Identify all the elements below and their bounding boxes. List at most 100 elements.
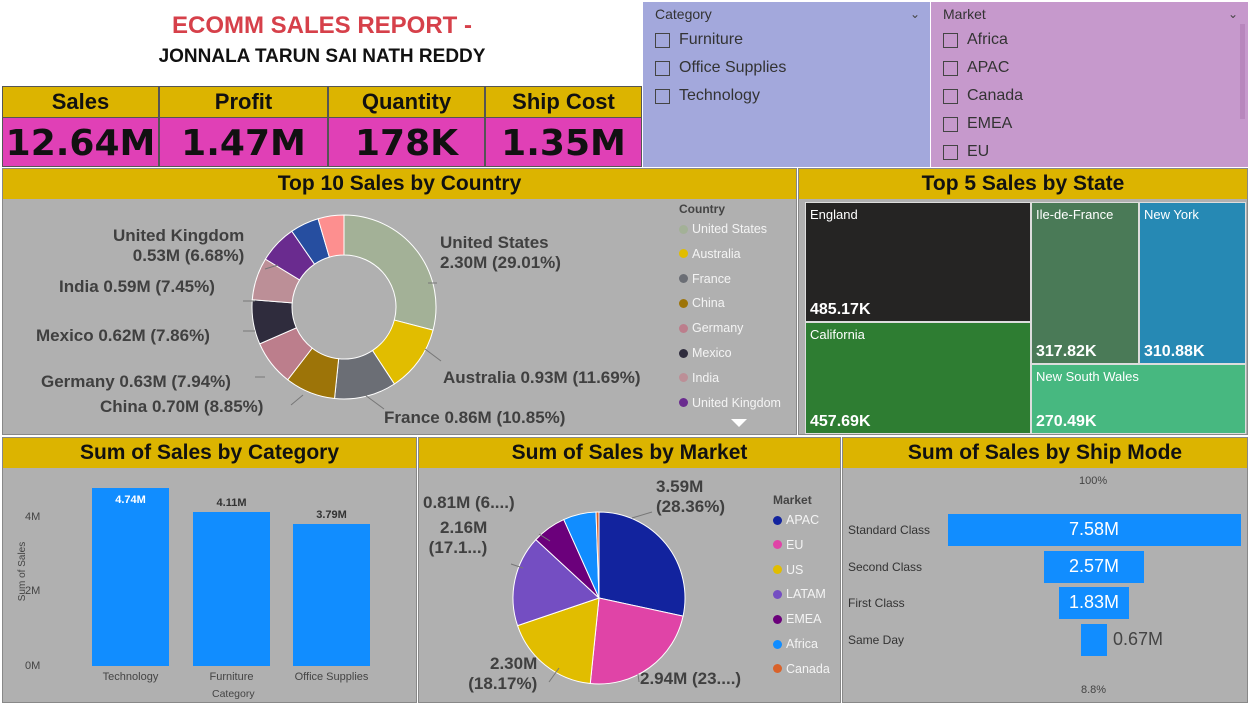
state-chart-panel: Top 5 Sales by State England 485.17K Cal… — [798, 168, 1248, 435]
slicer-option-apac[interactable]: APAC — [943, 54, 1236, 82]
kpi-quantity-label: Quantity — [328, 86, 485, 118]
legend-item[interactable]: United Kingdom — [679, 396, 781, 410]
legend-label: India — [692, 370, 720, 385]
kpi-shipcost-card: Ship Cost 1.35M — [485, 86, 642, 167]
legend-item[interactable]: United States — [679, 222, 767, 236]
legend-item[interactable]: China — [679, 296, 725, 310]
country-chart-title: Top 10 Sales by Country — [3, 169, 796, 199]
slicer-option-canada[interactable]: Canada — [943, 82, 1236, 110]
bar-technology[interactable] — [92, 488, 169, 666]
bar-furniture[interactable] — [193, 511, 270, 666]
pie-slice-latam[interactable] — [512, 538, 600, 627]
slicer-option-eu[interactable]: EU — [943, 138, 1236, 166]
legend-item[interactable]: APAC — [773, 513, 819, 527]
legend-item[interactable]: Mexico — [679, 346, 732, 360]
legend-item[interactable]: India — [679, 371, 719, 385]
checkbox[interactable] — [943, 88, 958, 104]
chevron-down-icon[interactable]: ⌄ — [909, 7, 920, 21]
slicer-option-label: Furniture — [679, 31, 744, 48]
market-chart-title: Sum of Sales by Market — [419, 438, 840, 468]
chevron-down-icon[interactable]: ⌄ — [1227, 7, 1238, 21]
country-label-india: India 0.59M (7.45%) — [59, 277, 215, 296]
checkbox[interactable] — [943, 144, 958, 160]
legend-item[interactable]: EU — [773, 538, 803, 552]
x-tick-label: Office Supplies — [294, 671, 369, 683]
funnel-bottom-percent: 8.8% — [1081, 684, 1107, 696]
slicer-option-label: Office Supplies — [679, 59, 787, 76]
treemap-cell-california[interactable]: California 457.69K — [805, 322, 1031, 434]
slicer-option-technology[interactable]: Technology — [655, 82, 918, 110]
bar-office-supplies[interactable] — [293, 523, 370, 666]
market-label-us: 2.30M (18.17%) — [468, 654, 538, 693]
x-tick-label: Technology — [102, 671, 159, 683]
treemap-cell-england[interactable]: England 485.17K — [805, 202, 1031, 322]
funnel-bar-same-day[interactable] — [1081, 623, 1107, 656]
slicer-option-label: APAC — [967, 59, 1010, 76]
bar-data-label: 3.79M — [316, 508, 347, 521]
checkbox[interactable] — [655, 32, 670, 48]
funnel-top-percent: 100% — [1079, 475, 1108, 487]
legend-item[interactable]: Germany — [679, 321, 743, 335]
slicer-option-africa[interactable]: Africa — [943, 26, 1236, 54]
y-tick-label: 0M — [25, 660, 41, 672]
pie-slice-canada[interactable] — [595, 511, 600, 599]
legend-dot — [773, 565, 782, 575]
treemap-cell-ile-de-france[interactable]: Ile-de-France 317.82K — [1031, 202, 1139, 364]
legend-dot — [679, 348, 688, 358]
market-label-apac: 3.59M (28.36%) — [656, 477, 725, 516]
treemap-cell-new-south-wales[interactable]: New South Wales 270.49K — [1031, 364, 1246, 434]
legend-dot — [679, 249, 688, 259]
y-tick-label: 2M — [25, 585, 41, 597]
market-pie-chart[interactable] — [419, 468, 842, 704]
kpi-shipcost-value: 1.35M — [485, 118, 642, 167]
leader-line — [631, 511, 653, 519]
legend-item[interactable]: Canada — [773, 662, 830, 676]
funnel-value-label: 0.67M — [1112, 628, 1163, 649]
kpi-sales-card: Sales 12.64M — [2, 86, 159, 167]
legend-dot — [679, 298, 688, 308]
legend-item[interactable]: US — [773, 563, 803, 577]
checkbox[interactable] — [655, 88, 670, 104]
checkbox[interactable] — [943, 116, 958, 132]
pie-slice-eu[interactable] — [589, 597, 684, 685]
legend-label: LATAM — [786, 587, 826, 602]
category-slicer-header[interactable]: Category ⌄ — [655, 6, 920, 26]
donut-slice-united-states[interactable] — [343, 214, 437, 331]
funnel-value-label: 7.58M — [1068, 519, 1120, 539]
slicer-option-furniture[interactable]: Furniture — [655, 26, 918, 54]
slicer-scrollbar[interactable] — [1240, 24, 1245, 119]
slicer-option-emea[interactable]: EMEA — [943, 110, 1236, 138]
slicer-option-label: EMEA — [967, 115, 1013, 132]
checkbox[interactable] — [655, 60, 670, 76]
market-slicer-header[interactable]: Market ⌄ — [943, 6, 1238, 26]
slicer-option-label: Africa — [967, 31, 1008, 48]
country-legend-title: Country — [679, 202, 725, 216]
market-chart-panel: Sum of Sales by Market 3.59M (28.36%) 2.9… — [418, 437, 841, 703]
legend-item[interactable]: Africa — [773, 637, 818, 651]
country-label-us: United States 2.30M (29.01%) — [440, 233, 561, 272]
legend-item[interactable]: EMEA — [773, 612, 821, 626]
funnel-bar-standard-class[interactable] — [947, 514, 1241, 546]
country-donut-chart[interactable] — [3, 199, 798, 435]
legend-scroll-down-icon[interactable] — [731, 419, 747, 427]
leader-line — [290, 394, 304, 406]
state-chart-title: Top 5 Sales by State — [799, 169, 1247, 199]
funnel-bar-second-class[interactable] — [1044, 550, 1144, 583]
funnel-bar-first-class[interactable] — [1058, 587, 1130, 619]
pie-slice-us[interactable] — [516, 597, 600, 685]
legend-item[interactable]: France — [679, 272, 731, 286]
slicer-option-office-supplies[interactable]: Office Supplies — [655, 54, 918, 82]
donut-slice-other-2[interactable] — [317, 214, 345, 258]
legend-item[interactable]: LATAM — [773, 587, 826, 601]
category-slicer[interactable]: Category ⌄ Furniture Office Supplies Tec… — [643, 2, 930, 167]
funnel-value-label: 2.57M — [1068, 555, 1119, 576]
leader-line — [637, 673, 640, 683]
pie-slice-apac[interactable] — [598, 511, 686, 617]
treemap-cell-new-york[interactable]: New York 310.88K — [1139, 202, 1246, 364]
legend-dot — [679, 323, 688, 333]
category-chart-title: Sum of Sales by Category — [3, 438, 416, 468]
market-slicer[interactable]: Market ⌄ Africa APAC Canada EMEA EU — [931, 2, 1248, 167]
checkbox[interactable] — [943, 32, 958, 48]
legend-item[interactable]: Australia — [679, 247, 741, 261]
checkbox[interactable] — [943, 60, 958, 76]
